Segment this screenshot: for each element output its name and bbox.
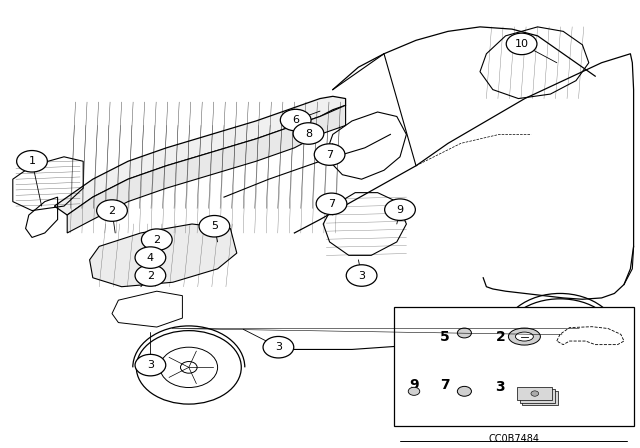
Text: 7: 7: [440, 379, 450, 392]
Bar: [520, 389, 555, 402]
Text: 10: 10: [515, 39, 529, 49]
Circle shape: [346, 265, 377, 286]
Circle shape: [17, 151, 47, 172]
Circle shape: [135, 354, 166, 376]
Text: 3: 3: [275, 342, 282, 352]
Circle shape: [97, 200, 127, 221]
Text: 9: 9: [409, 378, 419, 392]
Circle shape: [506, 33, 537, 55]
Text: 3: 3: [147, 360, 154, 370]
Text: 2: 2: [495, 330, 505, 344]
Circle shape: [199, 215, 230, 237]
Text: 2: 2: [153, 235, 161, 245]
Text: CC0B7484: CC0B7484: [488, 434, 539, 444]
Ellipse shape: [508, 328, 540, 345]
Text: 8: 8: [305, 129, 312, 138]
Text: 2: 2: [108, 206, 116, 215]
Circle shape: [531, 391, 539, 396]
Bar: [517, 387, 552, 400]
Circle shape: [141, 229, 172, 250]
Text: 1: 1: [29, 156, 35, 166]
Text: 5: 5: [440, 330, 450, 344]
Circle shape: [458, 386, 472, 396]
Circle shape: [385, 199, 415, 220]
Circle shape: [135, 265, 166, 286]
Text: 7: 7: [328, 199, 335, 209]
Circle shape: [314, 144, 345, 165]
Text: 9: 9: [396, 205, 404, 215]
Text: 7: 7: [326, 150, 333, 159]
Text: 3: 3: [495, 380, 505, 394]
Text: 5: 5: [211, 221, 218, 231]
Bar: [522, 391, 557, 405]
Bar: [394, 307, 634, 426]
Polygon shape: [90, 224, 237, 287]
Polygon shape: [54, 96, 346, 215]
Circle shape: [316, 193, 347, 215]
Circle shape: [135, 247, 166, 268]
Circle shape: [408, 387, 420, 395]
Polygon shape: [67, 105, 346, 233]
Circle shape: [263, 336, 294, 358]
Ellipse shape: [515, 332, 533, 341]
Text: 3: 3: [358, 271, 365, 280]
Text: 6: 6: [292, 115, 299, 125]
Circle shape: [280, 109, 311, 131]
Circle shape: [458, 328, 472, 338]
Circle shape: [293, 123, 324, 144]
Text: 4: 4: [147, 253, 154, 263]
Text: 2: 2: [147, 271, 154, 280]
